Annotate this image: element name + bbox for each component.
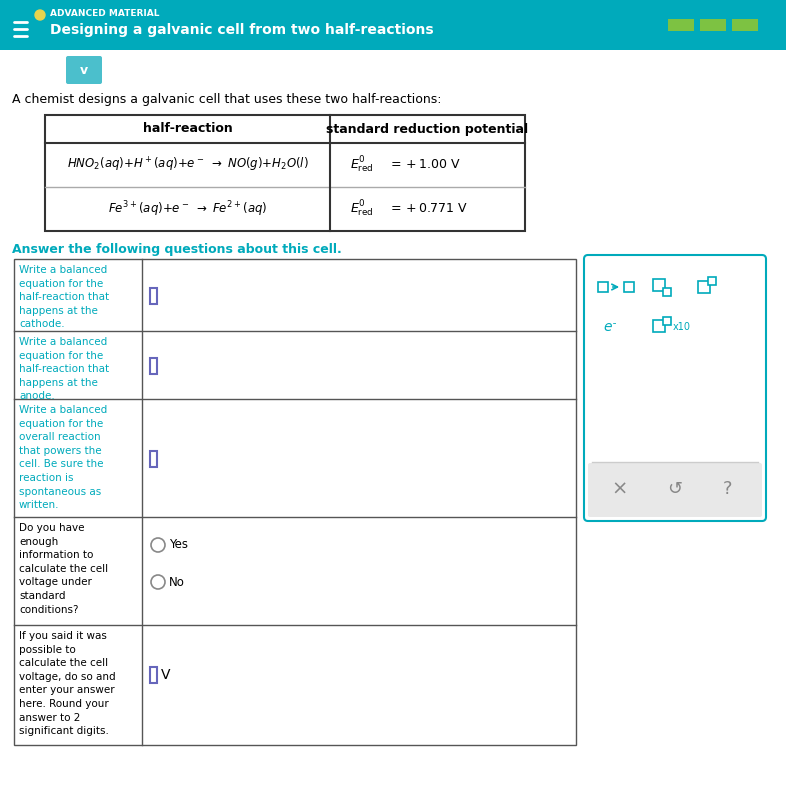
Text: A chemist designs a galvanic cell that uses these two half-reactions:: A chemist designs a galvanic cell that u…: [12, 94, 442, 106]
Text: $e^{\bar{\ }}$: $e^{\bar{\ }}$: [603, 320, 618, 334]
Circle shape: [35, 10, 45, 20]
Text: half-reaction: half-reaction: [142, 123, 233, 135]
Text: ADVANCED MATERIAL: ADVANCED MATERIAL: [50, 9, 160, 19]
FancyBboxPatch shape: [66, 56, 102, 84]
Text: V: V: [161, 668, 171, 682]
FancyBboxPatch shape: [14, 259, 576, 745]
FancyBboxPatch shape: [588, 463, 762, 517]
Text: ?: ?: [723, 480, 733, 498]
Circle shape: [151, 575, 165, 589]
Text: ×: ×: [612, 479, 628, 498]
Text: $E^{0}_{\rm red}$: $E^{0}_{\rm red}$: [350, 199, 373, 219]
Text: Do you have
enough
information to
calculate the cell
voltage under
standard
cond: Do you have enough information to calcul…: [19, 523, 108, 615]
Text: Write a balanced
equation for the
half-reaction that
happens at the
anode.: Write a balanced equation for the half-r…: [19, 337, 109, 402]
FancyBboxPatch shape: [732, 19, 758, 31]
FancyBboxPatch shape: [0, 0, 786, 50]
Text: Yes: Yes: [169, 538, 188, 552]
Text: $HNO_2(aq){+}H^+(aq){+}e^-\ \rightarrow\ NO(g){+}H_2O(l)$: $HNO_2(aq){+}H^+(aq){+}e^-\ \rightarrow\…: [67, 156, 308, 174]
Text: Write a balanced
equation for the
half-reaction that
happens at the
cathode.: Write a balanced equation for the half-r…: [19, 265, 109, 329]
Text: If you said it was
possible to
calculate the cell
voltage, do so and
enter your : If you said it was possible to calculate…: [19, 631, 116, 736]
Text: $Fe^{3+}(aq){+}e^-\ \rightarrow\ Fe^{2+}(aq)$: $Fe^{3+}(aq){+}e^-\ \rightarrow\ Fe^{2+}…: [108, 199, 267, 219]
FancyBboxPatch shape: [45, 115, 525, 231]
Text: $= +0.771\ \rm V$: $= +0.771\ \rm V$: [388, 203, 468, 215]
FancyBboxPatch shape: [663, 317, 671, 325]
Text: No: No: [169, 575, 185, 589]
Text: ↺: ↺: [667, 480, 682, 498]
FancyBboxPatch shape: [668, 19, 694, 31]
Text: $= +1.00\ \rm V$: $= +1.00\ \rm V$: [388, 159, 461, 171]
Text: Answer the following questions about this cell.: Answer the following questions about thi…: [12, 243, 342, 255]
Text: Write a balanced
equation for the
overall reaction
that powers the
cell. Be sure: Write a balanced equation for the overal…: [19, 405, 107, 510]
Text: x10: x10: [673, 322, 691, 332]
Circle shape: [151, 538, 165, 552]
Text: $E^{0}_{\rm red}$: $E^{0}_{\rm red}$: [350, 155, 373, 175]
FancyBboxPatch shape: [663, 288, 671, 296]
Text: v: v: [80, 64, 88, 76]
FancyBboxPatch shape: [700, 19, 726, 31]
Text: standard reduction potential: standard reduction potential: [326, 123, 528, 135]
FancyBboxPatch shape: [708, 277, 716, 285]
FancyBboxPatch shape: [584, 255, 766, 521]
Text: Designing a galvanic cell from two half-reactions: Designing a galvanic cell from two half-…: [50, 23, 434, 37]
